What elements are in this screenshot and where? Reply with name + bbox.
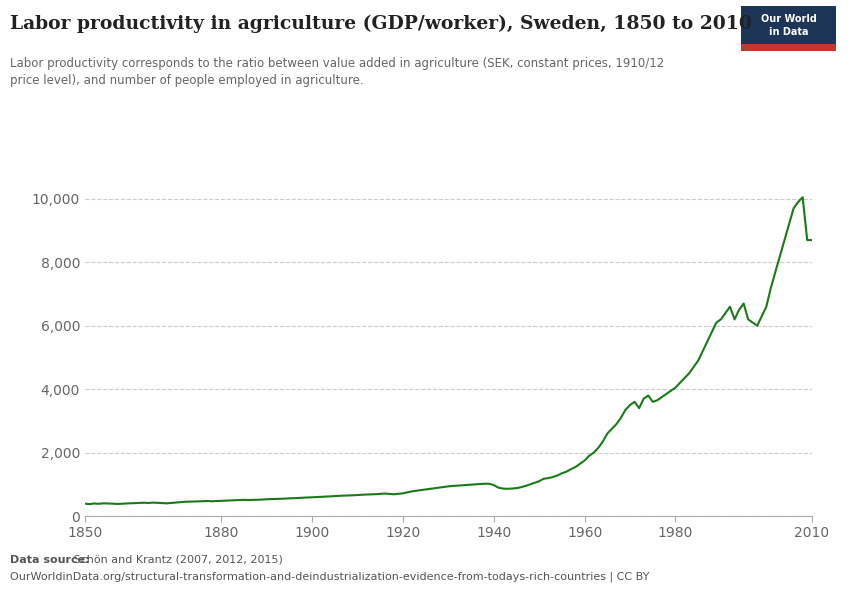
Text: Schön and Krantz (2007, 2012, 2015): Schön and Krantz (2007, 2012, 2015)	[70, 555, 282, 565]
Bar	[741, 44, 836, 51]
Text: in Data: in Data	[769, 27, 808, 37]
Text: Our World: Our World	[761, 14, 817, 23]
Text: Data source:: Data source:	[10, 555, 90, 565]
Text: Labor productivity in agriculture (GDP/worker), Sweden, 1850 to 2010: Labor productivity in agriculture (GDP/w…	[10, 15, 752, 33]
Text: Labor productivity corresponds to the ratio between value added in agriculture (: Labor productivity corresponds to the ra…	[10, 57, 665, 87]
Text: OurWorldinData.org/structural-transformation-and-deindustrialization-evidence-fr: OurWorldinData.org/structural-transforma…	[10, 571, 649, 582]
